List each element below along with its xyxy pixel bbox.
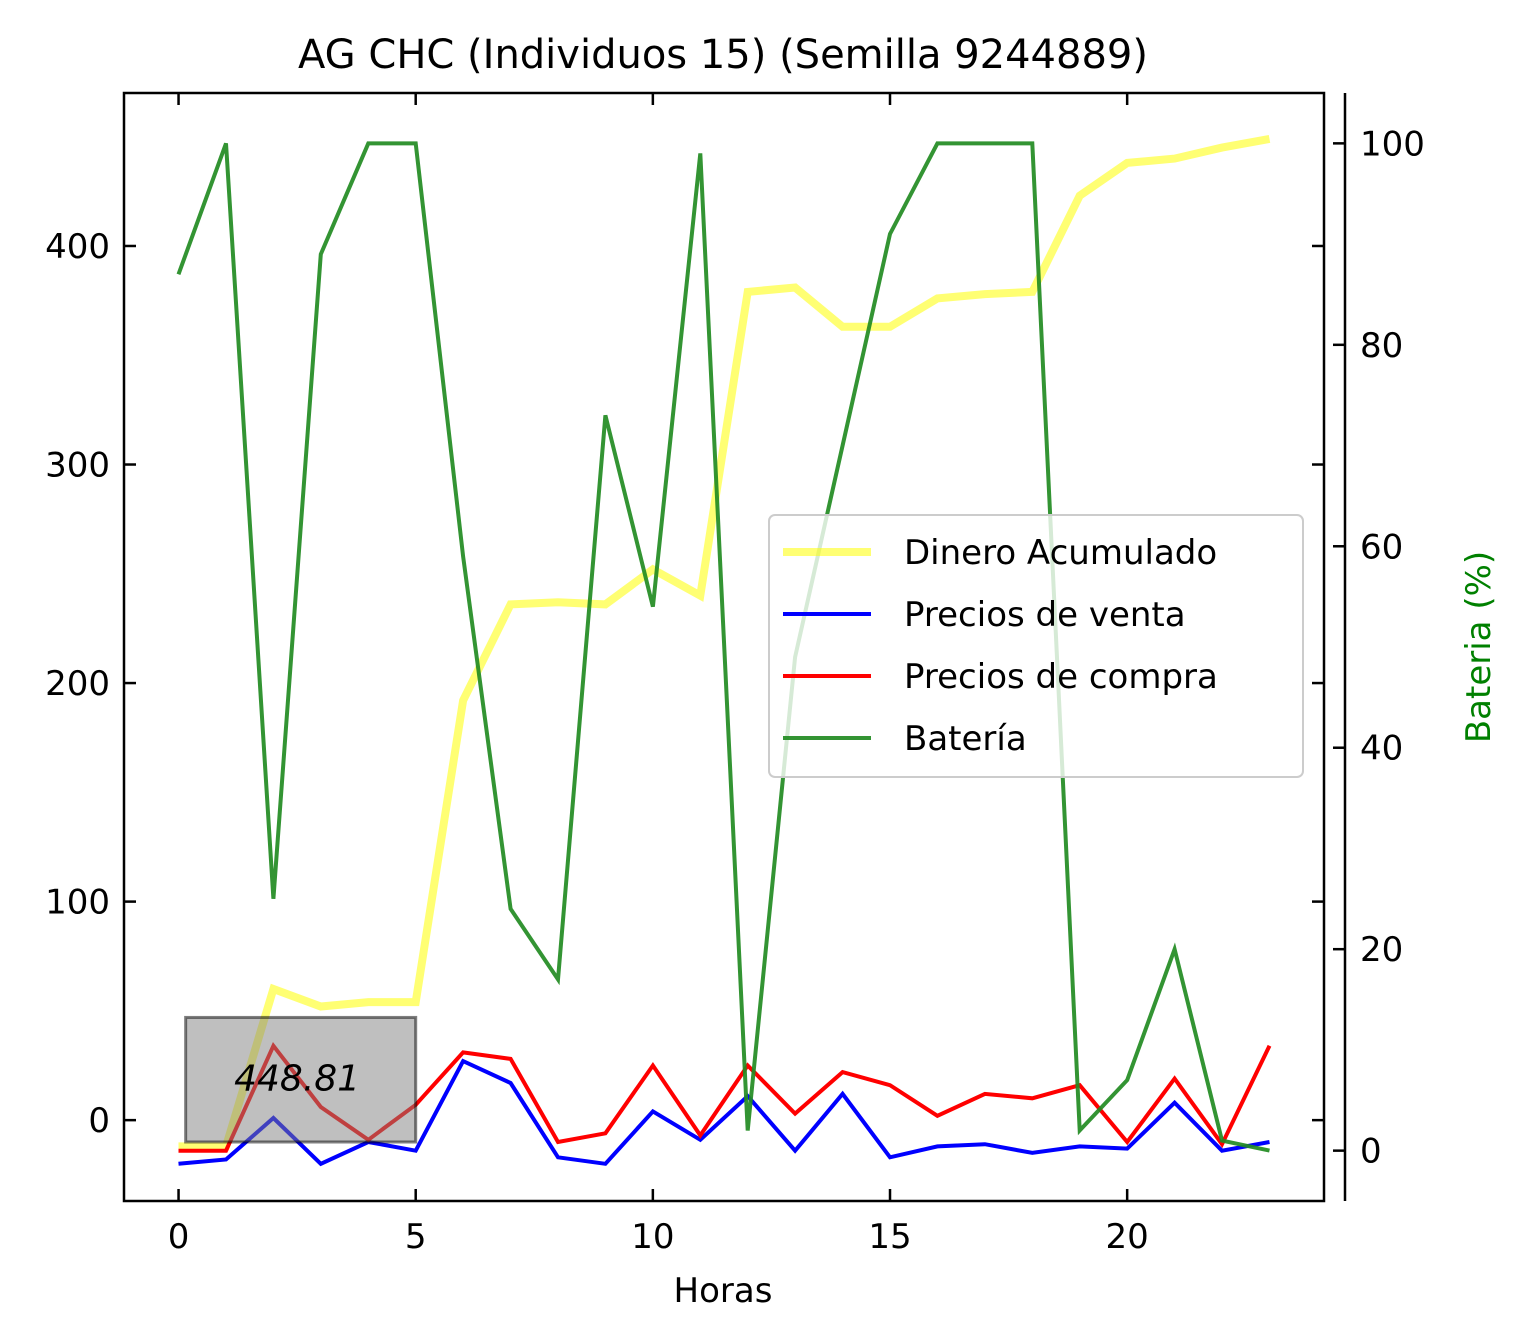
legend-box	[768, 514, 1304, 778]
x-tick-label: 10	[631, 1217, 674, 1257]
legend-label-2: Precios de venta	[904, 595, 1186, 635]
legend-label-3: Precios de compra	[904, 657, 1218, 697]
y2-tick-label: 60	[1360, 527, 1403, 567]
y2-tick-label: 20	[1360, 930, 1403, 970]
right-axis-label: Bateria (%)	[1459, 551, 1499, 743]
legend: Dinero Acumulado Precios de venta Precios …	[768, 514, 1304, 778]
x-tick-label: 5	[405, 1217, 427, 1257]
y-tick-label: 200	[45, 664, 110, 704]
x-axis-label: Horas	[674, 1271, 773, 1311]
y2-tick-label: 80	[1360, 326, 1403, 366]
x-tick-label: 0	[168, 1217, 190, 1257]
y-tick-label: 0	[88, 1101, 110, 1141]
x-tick-label: 15	[868, 1217, 911, 1257]
legend-label-4: Batería	[904, 719, 1027, 759]
x-tick-label: 20	[1106, 1217, 1149, 1257]
annotation-box	[184, 1015, 418, 1144]
y-tick-label: 300	[45, 446, 110, 486]
y-tick-label: 400	[45, 227, 110, 267]
series-line-4	[176, 141, 1270, 1153]
plot-frame	[122, 91, 1326, 1203]
y2-tick-label: 100	[1360, 124, 1425, 164]
chart-title: AG CHC (Individuos 15) (Semilla 9244889)	[298, 32, 1148, 78]
y2-tick-label: 0	[1360, 1132, 1382, 1172]
y-tick-label: 100	[45, 883, 110, 923]
plot-area: 448.81	[176, 134, 1272, 1167]
series-line-2	[178, 1058, 1270, 1167]
y2-tick-label: 40	[1360, 729, 1403, 769]
series-line-1	[178, 134, 1271, 1151]
legend-label-1: Dinero Acumulado	[904, 533, 1217, 573]
annotation-value: 448.81	[234, 1059, 360, 1100]
